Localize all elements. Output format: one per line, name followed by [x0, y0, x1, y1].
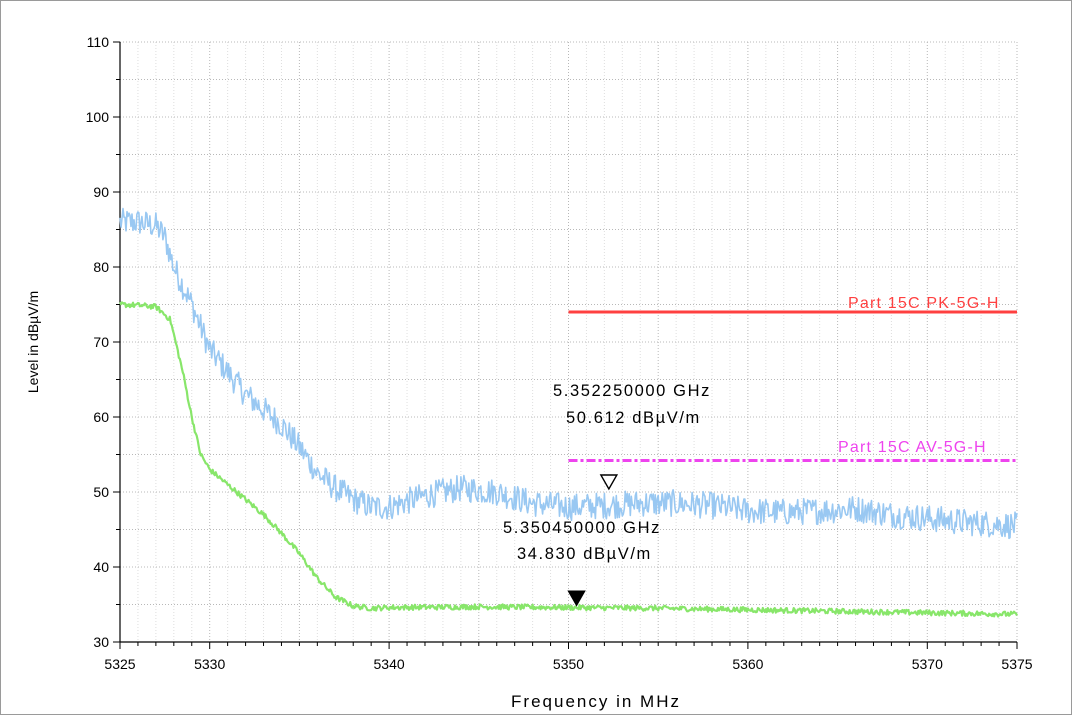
- marker2-level: 34.830 dBµV/m: [517, 545, 652, 563]
- x-tick-label: 5350: [553, 656, 584, 672]
- y-tick-label: 90: [93, 184, 109, 200]
- y-tick-label: 30: [93, 634, 109, 650]
- y-tick-label: 50: [93, 484, 109, 500]
- y-tick-label: 110: [87, 34, 110, 50]
- y-tick-label: 80: [93, 259, 109, 275]
- grid: [119, 41, 1018, 643]
- pk-limit-label: Part 15C PK-5G-H: [848, 295, 1000, 312]
- x-tick-label: 5375: [1001, 656, 1032, 672]
- x-axis-title: Frequency in MHz: [511, 692, 681, 711]
- y-tick-label: 60: [93, 409, 109, 425]
- x-tick-label: 5370: [912, 656, 943, 672]
- y-tick-label: 100: [86, 109, 110, 125]
- marker1-triangle: [599, 474, 619, 491]
- x-tick-label: 5330: [194, 656, 225, 672]
- limit-lines: [568, 310, 1017, 462]
- average-trace: [119, 301, 1018, 618]
- markers: [567, 474, 619, 607]
- marker2-frequency: 5.350450000 GHz: [503, 519, 661, 537]
- y-tick-label: 70: [93, 334, 109, 350]
- series-layer: [119, 207, 1018, 618]
- marker2-triangle: [567, 590, 586, 607]
- x-tick-label: 5360: [732, 656, 763, 672]
- x-tick-label: 5340: [374, 656, 405, 672]
- y-axis-title: Level in dBµV/m: [25, 291, 41, 393]
- y-tick-label: 40: [93, 559, 109, 575]
- x-tick-label: 5325: [104, 656, 135, 672]
- av-limit-label: Part 15C AV-5G-H: [838, 439, 987, 456]
- marker1-level: 50.612 dBµV/m: [566, 409, 701, 427]
- axes: 30 40 50 60 70 80 90 100 110 5325 5330 5340 5350 5360…: [86, 34, 1033, 672]
- peak-trace: [119, 207, 1018, 540]
- marker1-frequency: 5.352250000 GHz: [553, 382, 711, 400]
